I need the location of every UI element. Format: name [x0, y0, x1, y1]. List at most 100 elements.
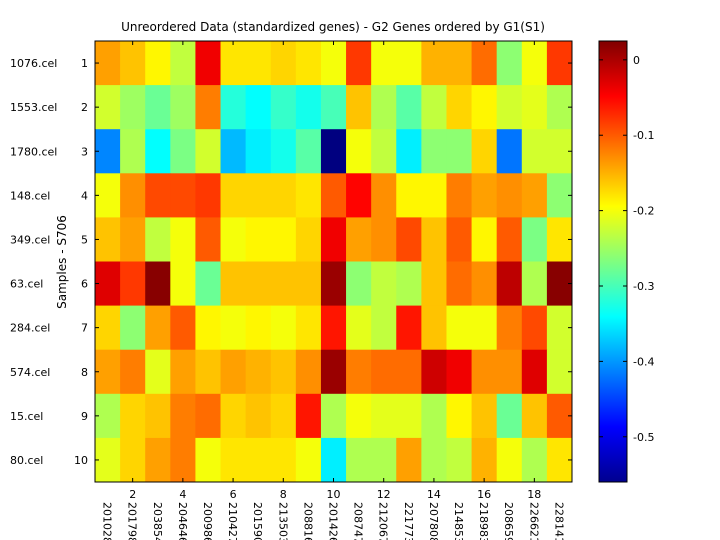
heatmap-cell: [220, 393, 247, 439]
heatmap-cell: [421, 85, 447, 130]
heatmap-cell: [320, 393, 347, 439]
heatmap-cell: [220, 261, 247, 306]
heatmap-cell: [396, 85, 422, 130]
heatmap-cell: [245, 217, 272, 262]
heatmap-cell: [270, 129, 297, 174]
row-label: 349.cel: [10, 234, 50, 247]
heatmap-cell: [295, 349, 322, 395]
heatmap-cell: [446, 41, 472, 86]
heatmap-cell: [220, 129, 247, 174]
heatmap-cell: [95, 41, 121, 86]
heatmap-cell: [195, 129, 221, 174]
heatmap-cell: [170, 129, 196, 174]
row-label: 80.cel: [10, 454, 43, 467]
y-axis-label: Samples - S706: [55, 215, 69, 309]
heatmap-cell: [95, 393, 121, 439]
heatmap-cell: [446, 305, 472, 351]
column-label: 201590_: [251, 502, 264, 540]
heatmap-cell: [320, 437, 347, 483]
heatmap-cell: [220, 437, 247, 483]
heatmap-cells: [95, 41, 573, 483]
heatmap-cell: [471, 85, 498, 130]
heatmap-cell: [521, 437, 548, 483]
heatmap-cell: [396, 41, 422, 86]
heatmap-cell: [346, 437, 372, 483]
heatmap-cell: [120, 261, 146, 306]
heatmap-cell: [346, 349, 372, 395]
heatmap-cell: [170, 41, 196, 86]
heatmap-cell: [95, 349, 121, 395]
column-label: 204646_: [176, 502, 189, 540]
row-tick-number: 4: [81, 189, 88, 202]
heatmap-cell: [145, 393, 171, 439]
colorbar-ticks: 0 -0.1 -0.2 -0.3 -0.4 -0.5: [599, 54, 654, 444]
heatmap-cell: [245, 305, 272, 351]
row-label: 1780.cel: [10, 145, 57, 158]
heatmap-cell: [145, 129, 171, 174]
row-tick-number: 7: [81, 322, 88, 335]
heatmap-cell: [295, 129, 322, 174]
column-tick-number: 8: [280, 488, 287, 501]
heatmap-cell: [270, 173, 297, 218]
heatmap-cell: [170, 437, 196, 483]
heatmap-cell: [170, 173, 196, 218]
heatmap-cell: [421, 437, 447, 483]
heatmap-cell: [521, 349, 548, 395]
heatmap-cell: [521, 85, 548, 130]
heatmap-cell: [270, 349, 297, 395]
heatmap-cell: [245, 261, 272, 306]
heatmap-cell: [245, 129, 272, 174]
heatmap-cell: [396, 261, 422, 306]
row-label: 15.cel: [10, 410, 43, 423]
heatmap-cell: [95, 217, 121, 262]
heatmap-cell: [145, 173, 171, 218]
heatmap-cell: [521, 217, 548, 262]
heatmap-cell: [220, 173, 247, 218]
colorbar-tick-label: 0: [633, 54, 640, 67]
heatmap-cell: [446, 85, 472, 130]
heatmap-cell: [220, 85, 247, 130]
heatmap-cell: [145, 85, 171, 130]
heatmap-cell: [496, 349, 523, 395]
colorbar-tick-label: -0.4: [633, 355, 654, 368]
heatmap-cell: [371, 173, 397, 218]
column-tick-number: 6: [230, 488, 237, 501]
heatmap-cell: [471, 437, 498, 483]
heatmap-cell: [95, 129, 121, 174]
row-tick-number: 5: [81, 234, 88, 247]
heatmap-cell: [421, 393, 447, 439]
column-label: 212067_: [377, 502, 390, 540]
heatmap-cell: [270, 85, 297, 130]
heatmap-cell: [295, 437, 322, 483]
heatmap-cell: [446, 349, 472, 395]
heatmap-cell: [195, 305, 221, 351]
heatmap-cell: [521, 41, 548, 86]
heatmap-cell: [521, 173, 548, 218]
heatmap-cell: [95, 261, 121, 306]
heatmap-cell: [245, 173, 272, 218]
heatmap-cell: [195, 41, 221, 86]
heatmap-cell: [145, 217, 171, 262]
heatmap-cell: [346, 393, 372, 439]
heatmap-cell: [371, 393, 397, 439]
heatmap-cell: [170, 349, 196, 395]
heatmap-cell: [295, 305, 322, 351]
heatmap-cell: [496, 41, 523, 86]
heatmap-cell: [295, 173, 322, 218]
heatmap-cell: [446, 437, 472, 483]
heatmap-cell: [95, 305, 121, 351]
heatmap-cell: [120, 41, 146, 86]
row-label: 148.cel: [10, 189, 50, 202]
heatmap-cell: [245, 393, 272, 439]
heatmap-cell: [371, 41, 397, 86]
row-label: 63.cel: [10, 278, 43, 291]
heatmap-cell: [195, 173, 221, 218]
heatmap-cell: [220, 305, 247, 351]
column-label: 207808_: [427, 502, 440, 540]
heatmap-cell: [320, 129, 347, 174]
heatmap-cell: [120, 173, 146, 218]
heatmap-cell: [346, 173, 372, 218]
heatmap-cell: [421, 129, 447, 174]
column-tick-number: 2: [129, 488, 136, 501]
